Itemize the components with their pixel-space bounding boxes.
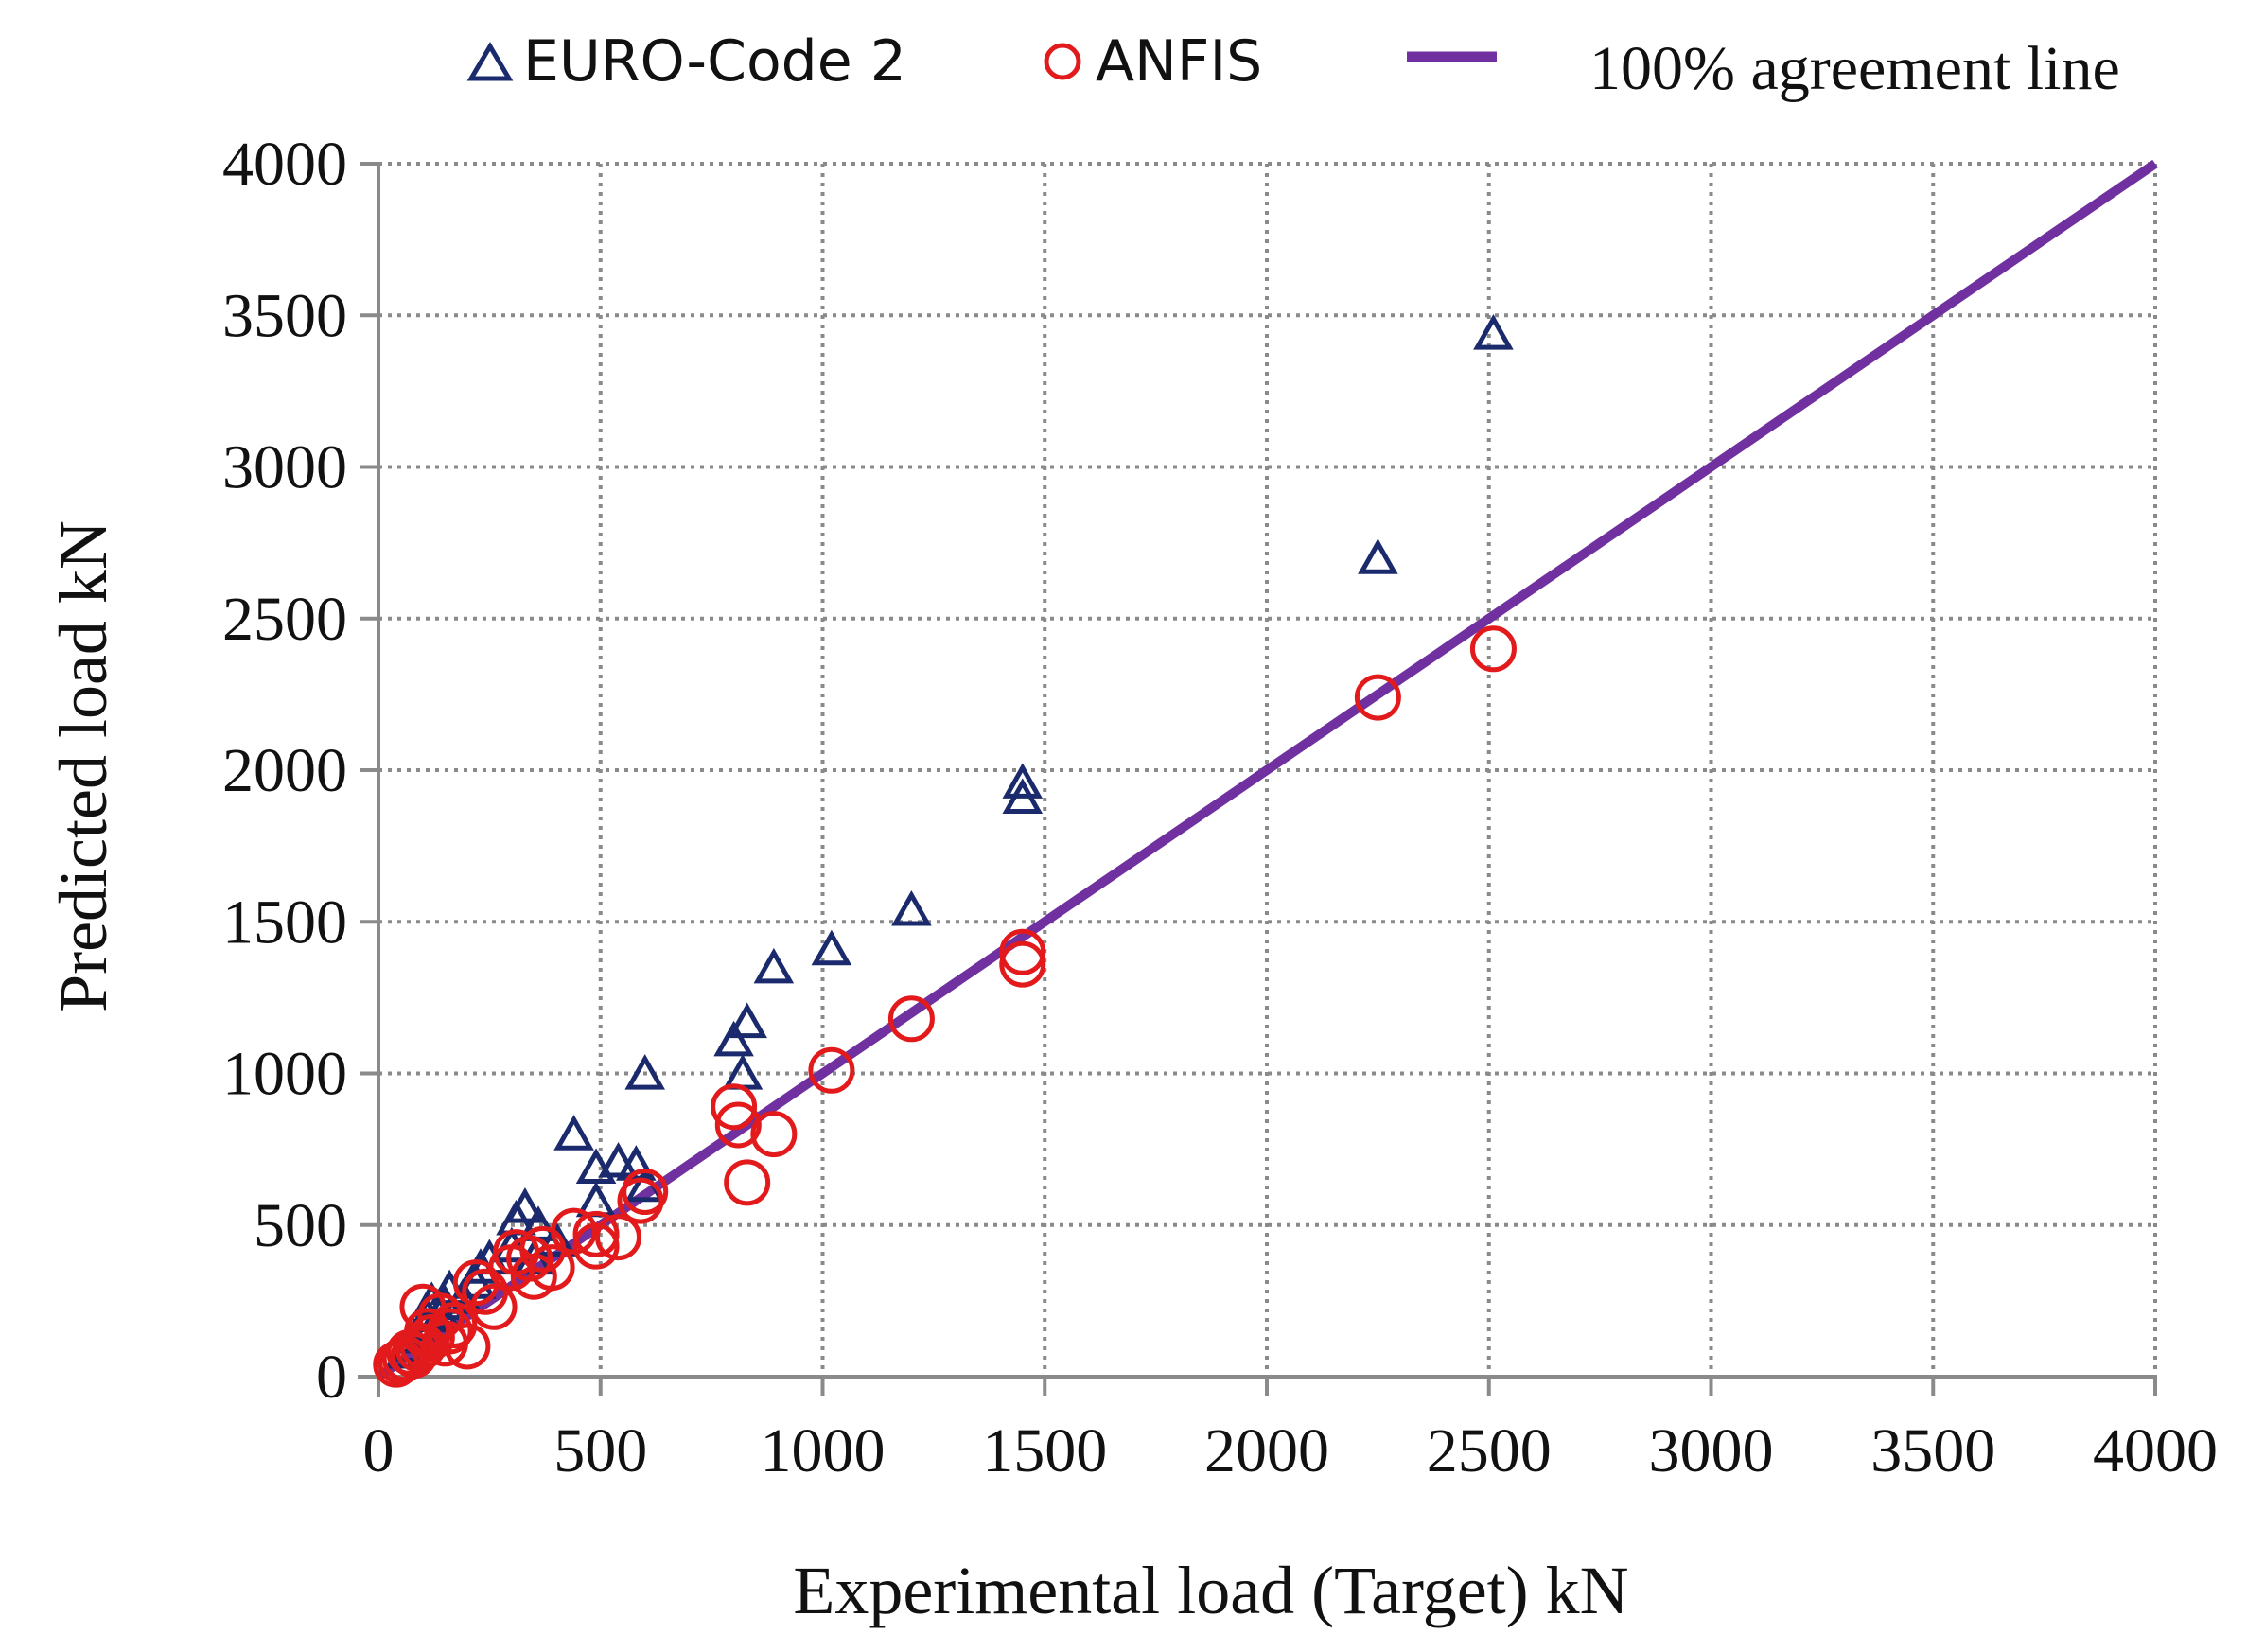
y-tick-label: 2500: [222, 585, 347, 654]
euro-code-point: [535, 1221, 577, 1257]
x-tick-label: 1500: [982, 1416, 1107, 1485]
x-tick-label: 1000: [761, 1416, 886, 1485]
anfis-point: [377, 1338, 424, 1385]
x-tick-label: 3500: [1870, 1416, 1995, 1485]
x-tick-label: 500: [553, 1416, 647, 1485]
euro-code-point: [1358, 538, 1398, 574]
x-axis-title: Experimental load (Target) kN: [793, 1553, 1628, 1628]
anfis-point: [572, 1210, 620, 1257]
anfis-point: [617, 1177, 664, 1224]
x-tick-label: 2000: [1204, 1416, 1329, 1485]
anfis-point: [750, 1111, 798, 1158]
anfis-point: [1469, 625, 1517, 673]
euro-code-point: [891, 889, 932, 926]
y-tick-label: 4000: [222, 130, 347, 199]
y-tick-label: 1500: [222, 888, 347, 957]
euro-code-point: [553, 1115, 594, 1151]
anfis-point: [999, 928, 1046, 975]
anfis-point: [999, 940, 1046, 988]
grid: [378, 162, 2157, 1377]
anfis-point: [373, 1341, 420, 1388]
euro-code-point: [727, 1002, 767, 1039]
anfis-point: [510, 1253, 557, 1300]
legend-anfis-marker: [1044, 43, 1081, 80]
anfis-point: [711, 1083, 758, 1131]
euro-code-point: [1002, 763, 1044, 799]
euro-code-point: [624, 1054, 665, 1090]
anfis-point: [462, 1268, 509, 1315]
anfis-point: [595, 1214, 642, 1261]
legend-euro-code-label: EURO-Code 2: [523, 28, 906, 95]
euro-code-point: [713, 1020, 754, 1057]
anfis-point: [714, 1101, 762, 1149]
x-tick-label: 2500: [1427, 1416, 1552, 1485]
euro-code-point: [598, 1141, 639, 1178]
y-tick-label: 3500: [222, 281, 347, 350]
axes: [358, 162, 2157, 1397]
y-tick-labels: 0 500 1000 1500 2000 2500 3000 3500 4000: [222, 130, 347, 1412]
anfis-point: [724, 1159, 771, 1206]
agreement-line: [376, 159, 2158, 1381]
x-tick-label: 3000: [1649, 1416, 1774, 1485]
euro-code-point: [1002, 778, 1044, 814]
anfis-point: [808, 1046, 855, 1094]
euro-code-point: [753, 947, 795, 984]
y-tick-label: 3000: [222, 433, 347, 502]
anfis-point: [452, 1259, 500, 1307]
y-tick-label: 2000: [222, 736, 347, 805]
y-tick-label: 0: [316, 1343, 347, 1412]
anfis-point: [1354, 674, 1401, 721]
legend-anfis-label: ANFIS: [1096, 28, 1262, 95]
legend-agreement-line-label: 100% agreement line: [1589, 34, 2120, 103]
euro-code-point: [811, 929, 852, 966]
legend-euro-code-marker: [466, 42, 514, 81]
x-tick-label: 0: [363, 1416, 395, 1485]
anfis-point: [404, 1308, 451, 1355]
y-tick-label: 1000: [222, 1040, 347, 1109]
x-tick-label: 4000: [2093, 1416, 2218, 1485]
euro-code-point: [1473, 314, 1514, 350]
agreement-line-series: [376, 159, 2158, 1381]
y-axis-title: Predicted load kN: [45, 520, 121, 1012]
anfis-series: [373, 625, 1517, 1388]
anfis-point: [887, 995, 935, 1043]
legend: EURO-Code 2 ANFIS 100% agreement line: [466, 28, 2120, 103]
y-tick-label: 500: [254, 1191, 347, 1260]
x-tick-labels: 0 500 1000 1500 2000 2500 3000 3500 4000: [363, 1416, 2219, 1485]
